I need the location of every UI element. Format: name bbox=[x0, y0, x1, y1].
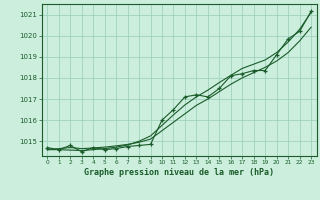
X-axis label: Graphe pression niveau de la mer (hPa): Graphe pression niveau de la mer (hPa) bbox=[84, 168, 274, 177]
